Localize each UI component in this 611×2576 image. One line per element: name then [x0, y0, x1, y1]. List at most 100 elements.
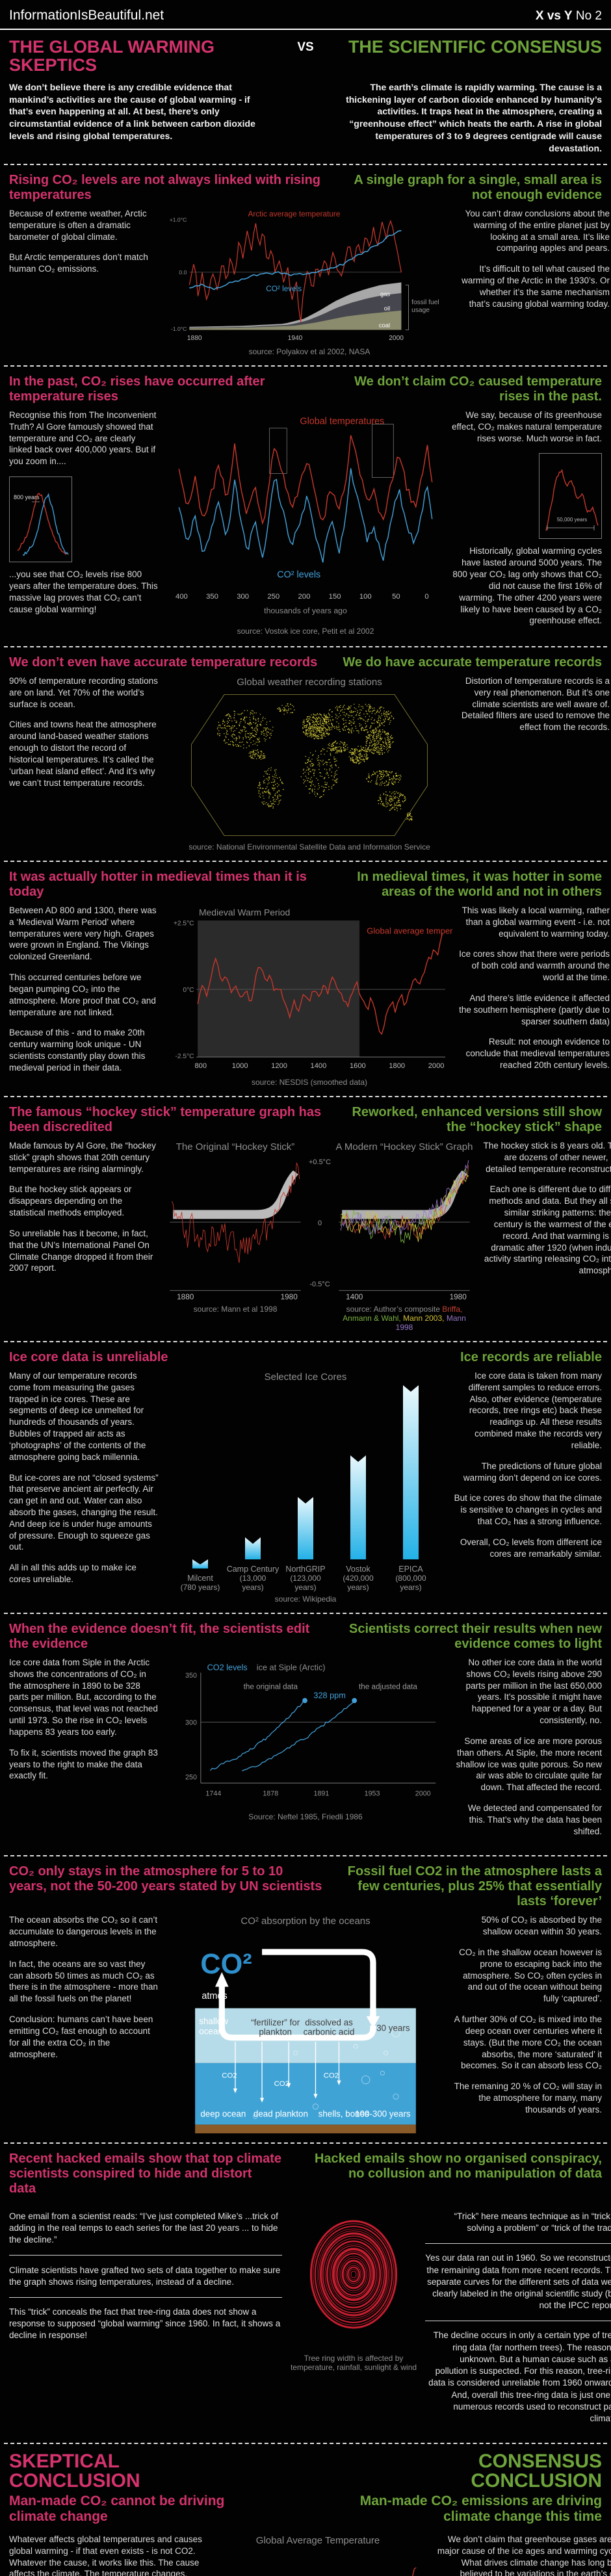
x-tick: 2000	[415, 1790, 431, 1798]
cycle-length-inset: 50,000 years	[539, 453, 602, 540]
co2-small-label: CO2	[274, 2080, 289, 2088]
series-label: Global average temperatures	[367, 926, 452, 936]
site-brand: InformationIsBeautiful.net	[9, 8, 164, 23]
arctic-temperature-chart: Arctic average temperature +1.0°C 0.0 -1…	[170, 210, 439, 342]
chart-title: The Original “Hockey Stick”	[176, 1141, 295, 1153]
ice-core-bar: NorthGRIP (123,000 years)	[281, 1497, 330, 1592]
bracket-label: usage	[411, 307, 430, 314]
para: In fact, the oceans are so vast they can…	[9, 1958, 158, 2004]
y-tick: 300	[185, 1719, 197, 1726]
hockey-stick-silhouette	[342, 1170, 467, 1219]
coal-area	[189, 310, 402, 330]
siple-co2-chart: CO2 levels ice at Siple (Arctic) 350 300…	[185, 1663, 436, 1798]
s6-left-column: Many of our temperature records come fro…	[9, 1370, 160, 1604]
y-tick: -0.5°C	[309, 1281, 330, 1289]
x-tick: 1600	[350, 1062, 366, 1070]
para: The remaning 20 % of CO₂ will stay in th…	[454, 2081, 602, 2114]
para: Many of our temperature records come fro…	[9, 1371, 146, 1462]
s5-left-column: Made famous by Al Gore, the “hockey stic…	[9, 1140, 160, 1332]
map-title: Global weather recording stations	[237, 677, 382, 688]
consensus-title: THE SCIENTIFIC CONSENSUS	[348, 37, 602, 57]
adjusted-end-dot	[352, 1698, 358, 1704]
para: Because of extreme weather, Arctic tempe…	[9, 209, 147, 242]
modern-hockey-stick: A Modern “Hockey Stick” Graph 1400 1980	[335, 1140, 473, 1332]
original-data-line	[210, 1700, 304, 1771]
x-tick: 350	[206, 593, 218, 601]
global-temps-label: Global temperatures	[300, 417, 384, 427]
carbonic-acid-label: carbonic acid	[304, 2027, 355, 2037]
y-tick: 0	[317, 1219, 322, 1228]
legend-mann-1998: Mann 1998	[395, 1314, 466, 1333]
y-tick: +1.0°C	[170, 216, 187, 223]
s4-left-column: Between AD 800 and 1300, there was a ‘Me…	[9, 905, 160, 1087]
para: This occurred centuries before we began …	[9, 972, 156, 1017]
s2-right-column: We say, because of its greenhouse effect…	[451, 410, 602, 636]
s10-chart-column: Global Average Temperature 14°C 12°C 10°…	[211, 2534, 425, 2576]
para: We detected and compensated for this. Th…	[467, 1802, 602, 1836]
x-tick: 1878	[263, 1790, 278, 1798]
global-average-temperature-chart: 14°C 12°C 10°C Average 1900 1955 2010	[411, 2567, 417, 2576]
bracket-label: fossil fuel	[411, 299, 439, 306]
x-axis-label: thousands of years ago	[264, 606, 347, 616]
tree-rings-graphic	[309, 2220, 398, 2329]
chart-title-rest: ice at Siple (Arctic)	[257, 1663, 326, 1672]
s3-left-column: 90% of temperature recording stations ar…	[9, 675, 160, 852]
y-tick: 0.0	[179, 269, 187, 276]
s2-chart-column: Global temperatures CO² levels 400 350 3…	[166, 410, 445, 636]
s8-right-heading: Fossil fuel CO2 in the atmosphere lasts …	[347, 1864, 602, 1909]
s10-right-column: We don’t claim that greenhouse gases are…	[432, 2534, 611, 2576]
temperature-line	[411, 2567, 417, 2576]
para: Between AD 800 and 1300, there was a ‘Me…	[9, 905, 157, 962]
chart-source: source: Mann et al 1998	[193, 1305, 278, 1314]
para: The ocean absorbs the CO₂ so it can’t ac…	[9, 1915, 158, 1949]
s9-right-column: “Trick” here means technique as in “tric…	[425, 2202, 611, 2433]
inset-scale-label: 50,000 years	[557, 517, 587, 523]
s7-left-heading: When the evidence doesn’t fit, the scien…	[9, 1622, 310, 1652]
para: Historically, global warming cycles have…	[452, 546, 602, 626]
s6-right-column: Ice core data is taken from many differe…	[451, 1370, 602, 1604]
para: 50% of CO₂ is absorbed by the shallow oc…	[481, 1915, 602, 1937]
para: But ice-cores are not “closed systems” t…	[9, 1472, 159, 1552]
fertilizer-label: plankton	[259, 2027, 292, 2037]
para: The predictions of future global warming…	[463, 1461, 602, 1483]
ice-core-bar: Camp Century (13,000 years)	[227, 1537, 279, 1592]
section-rising-co2: Rising CO₂ levels are not always linked …	[0, 165, 611, 365]
co2-line	[189, 230, 402, 291]
para: “Trick” here means technique as in “tric…	[454, 2211, 611, 2233]
modern-hockey-stick-chart: 1400 1980	[339, 1160, 470, 1301]
co2-big-label: CO²	[200, 1949, 252, 1980]
y-tick: -2.5°C	[176, 1053, 194, 1060]
para: Climate scientists have grafted two sets…	[9, 2265, 281, 2287]
para: We don’t claim that greenhouse gases are…	[437, 2534, 611, 2576]
skeptics-title: THE GLOBAL WARMING SKEPTICS	[9, 37, 214, 75]
vs-label: VS	[297, 40, 314, 54]
x-tick: 1400	[346, 1293, 363, 1301]
weather-stations-map	[190, 694, 428, 837]
medieval-warm-period-chart: Medieval Warm Period Global average temp…	[174, 907, 452, 1070]
gas-label: gas	[380, 291, 390, 298]
consensus-conclusion-subtitle: Man-made CO₂ emissions are driving clima…	[359, 2493, 602, 2524]
s5-right-heading: Reworked, enhanced versions still show t…	[352, 1105, 602, 1135]
para: ...you see that CO₂ levels rise 800 year…	[9, 569, 158, 614]
s3-right-column: Distortion of temperature records is a v…	[459, 675, 610, 852]
x-tick: 1980	[450, 1293, 467, 1301]
original-hockey-stick: The Original “Hockey Stick” 1880 1980 so…	[166, 1140, 304, 1314]
divider	[4, 1096, 607, 1098]
section-co2-lifetime: CO₂ only stays in the atmosphere for 5 t…	[0, 1856, 611, 2142]
s9-left-column: One email from a scientist reads: “I’ve …	[9, 2202, 282, 2433]
para: But Arctic temperatures don’t match huma…	[9, 252, 148, 274]
map-source: source: National Environmental Satellite…	[188, 842, 430, 852]
x-tick: 400	[176, 593, 188, 601]
x-tick: 1400	[311, 1062, 327, 1070]
s8-right-column: 50% of CO₂ is absorbed by the shallow oc…	[451, 1914, 602, 2133]
divider	[4, 1855, 607, 1857]
s8-left-heading: CO₂ only stays in the atmosphere for 5 t…	[9, 1864, 322, 1894]
issue-number: No 2	[572, 9, 602, 23]
tree-ring-caption: Tree ring width is affected by temperatu…	[290, 2354, 417, 2373]
y-tick: 0°C	[183, 987, 194, 994]
ice-core-bar-chart: Milcent (780 years) Camp Century (13,000 ye…	[166, 1385, 445, 1592]
masthead: THE GLOBAL WARMING SKEPTICS VS THE SCIEN…	[0, 30, 611, 76]
x-tick: 50	[392, 593, 400, 601]
x-tick: 1891	[313, 1790, 329, 1798]
